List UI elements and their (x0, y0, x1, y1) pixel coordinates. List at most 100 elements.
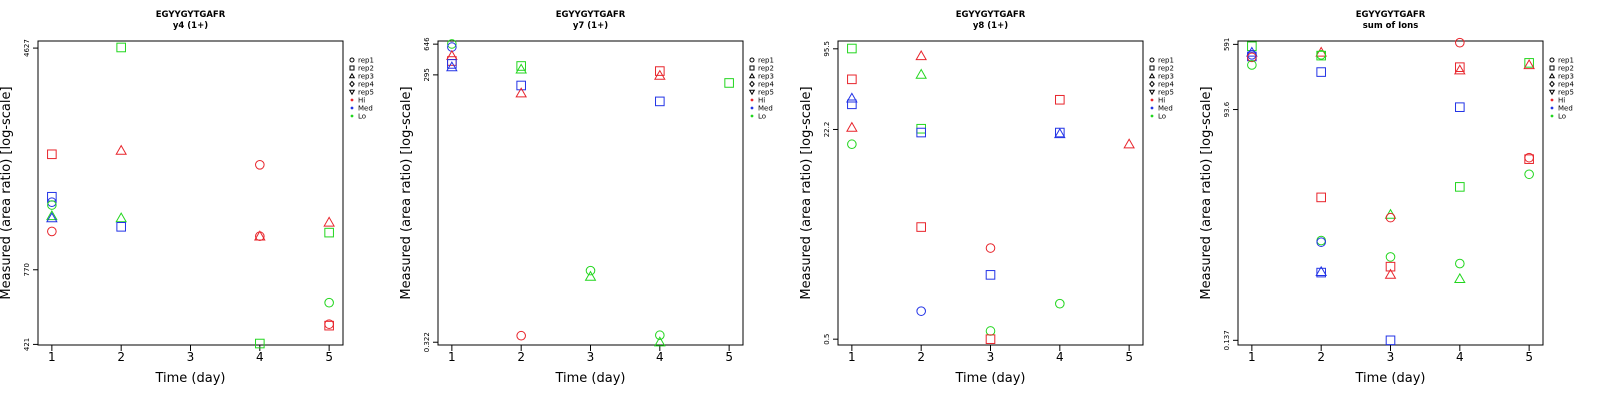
legend-marker (1549, 57, 1555, 63)
legend-label: Lo (1558, 113, 1566, 121)
data-point (516, 80, 526, 91)
data-point (47, 149, 57, 160)
y-tick-label: 421 (23, 338, 31, 351)
data-point (515, 87, 527, 98)
data-point (847, 74, 857, 85)
data-point (1455, 258, 1465, 269)
data-point (1455, 62, 1465, 72)
x-tick-label: 5 (1125, 350, 1133, 364)
data-point (1455, 37, 1465, 48)
legend-label: rep2 (358, 65, 374, 73)
legend-marker (1150, 98, 1154, 102)
y-axis-label: Measured (area ratio) [log-scale] (1199, 86, 1214, 299)
legend-label: rep5 (358, 89, 374, 97)
y-tick-label: 93.6 (1223, 101, 1231, 117)
legend-marker (1149, 80, 1155, 88)
data-point (916, 306, 926, 316)
data-point (654, 336, 666, 347)
legend-marker (348, 72, 356, 79)
legend-marker (750, 98, 754, 102)
data-point (655, 66, 665, 76)
data-point (985, 243, 996, 253)
data-point (1247, 41, 1257, 52)
data-point (447, 59, 457, 69)
data-point (324, 227, 334, 238)
data-point (447, 56, 457, 66)
data-point (1247, 60, 1257, 70)
data-point (847, 43, 857, 54)
y-axis-label: Measured (area ratio) [log-scale] (799, 86, 814, 299)
data-point (1315, 265, 1327, 277)
data-point (47, 200, 57, 210)
data-point (1524, 58, 1534, 68)
y-axis-label: Measured (area ratio) [log-scale] (399, 86, 414, 299)
legend-marker (749, 65, 755, 71)
data-point (1316, 267, 1326, 278)
plot-frame (837, 40, 1144, 346)
legend-marker (748, 89, 756, 96)
data-point (516, 61, 526, 71)
legend-label: rep4 (758, 81, 774, 89)
chart-title: EGYYGYTGAFR (956, 10, 1026, 20)
data-point (1316, 192, 1326, 203)
data-point (1455, 102, 1465, 112)
x-tick-label: 2 (517, 350, 525, 364)
plot-frame (37, 40, 344, 346)
legend-marker (749, 57, 755, 63)
legend-label: Lo (758, 113, 766, 121)
legend-label: Lo (1158, 113, 1166, 121)
legend-marker (749, 80, 755, 88)
x-tick-label: 2 (1317, 350, 1325, 364)
chart-title: EGYYGYTGAFR (556, 10, 626, 20)
legend-marker (1150, 114, 1154, 118)
legend-marker (1549, 65, 1555, 71)
legend-label: rep5 (758, 89, 774, 97)
data-point (985, 334, 996, 344)
chart-title: EGYYGYTGAFR (1356, 10, 1426, 20)
legend-marker (349, 80, 355, 88)
y-tick-label: 0.322 (423, 332, 431, 352)
data-point (255, 160, 265, 170)
legend-label: Hi (1558, 97, 1565, 105)
data-point (515, 63, 527, 74)
legend-label: rep1 (1558, 57, 1574, 65)
data-point (115, 212, 127, 223)
data-point (1316, 50, 1326, 61)
data-point (985, 326, 996, 336)
data-point (116, 42, 126, 53)
data-point (1385, 252, 1396, 262)
legend-label: Med (1558, 105, 1573, 113)
data-point (846, 121, 858, 132)
legend-marker (1149, 65, 1155, 71)
legend-marker (349, 57, 355, 63)
legend-marker (1148, 72, 1156, 79)
data-point (915, 68, 927, 79)
legend-marker (1549, 80, 1555, 88)
data-point (916, 222, 926, 232)
x-tick-label: 5 (325, 350, 333, 364)
data-point (1454, 64, 1466, 75)
x-tick-label: 2 (117, 350, 125, 364)
data-point (1316, 237, 1326, 247)
data-point (47, 226, 57, 237)
x-tick-label: 2 (917, 350, 925, 364)
x-tick-label: 1 (48, 350, 56, 364)
data-point (655, 330, 665, 341)
data-point (446, 61, 458, 72)
legend-label: rep4 (358, 81, 374, 89)
chart-subtitle: y7 (1+) (573, 21, 608, 31)
data-point (1524, 169, 1534, 180)
x-tick-label: 1 (848, 350, 856, 364)
data-point (446, 49, 458, 60)
data-point (847, 99, 857, 110)
data-point (255, 338, 265, 349)
legend-label: Lo (358, 113, 366, 121)
data-point (1454, 272, 1466, 284)
legend-label: Med (1158, 105, 1173, 113)
data-point (585, 265, 596, 276)
data-point (1315, 46, 1327, 57)
x-tick-label: 3 (1387, 350, 1395, 364)
x-tick-label: 3 (987, 350, 995, 364)
data-point (654, 69, 666, 80)
